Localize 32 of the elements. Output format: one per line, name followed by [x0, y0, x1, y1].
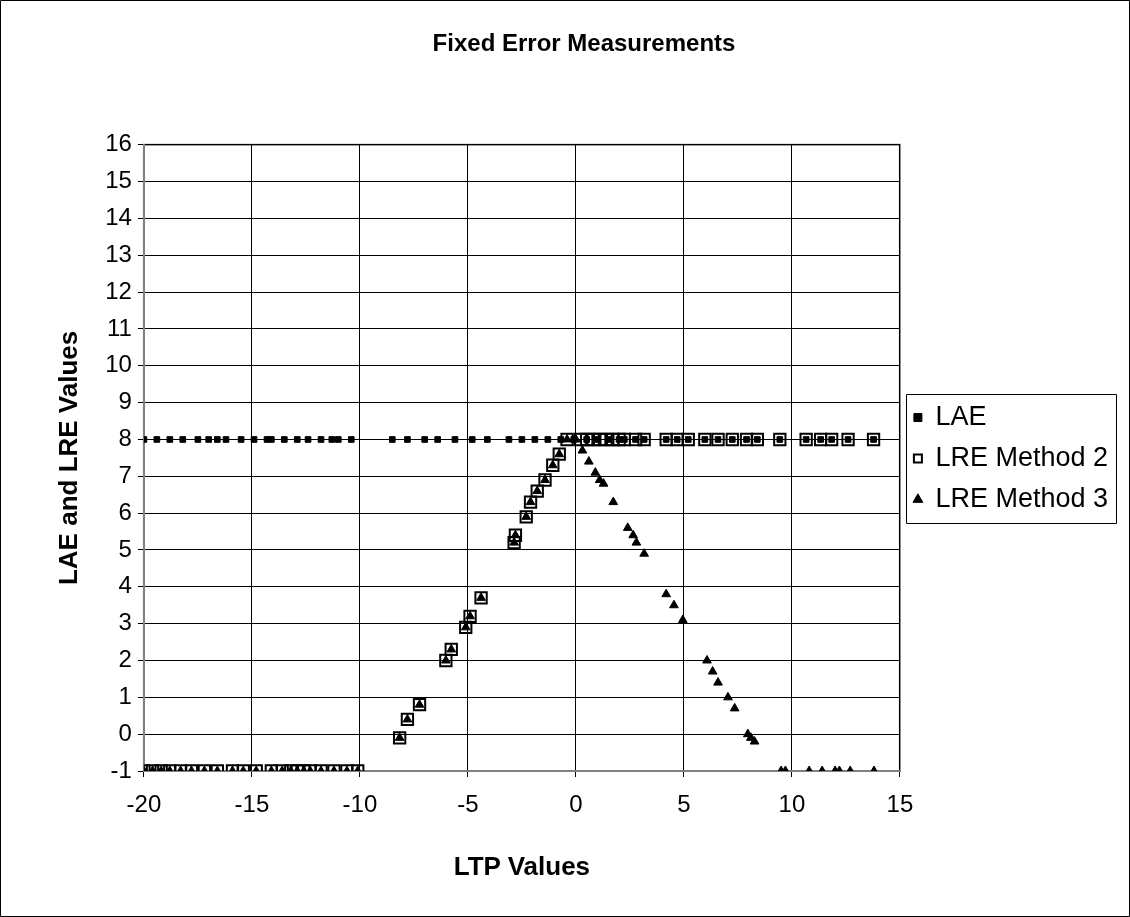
y-tick-label: 15	[105, 166, 132, 194]
y-tick-label: 7	[118, 460, 132, 488]
y-axis-title: LAE and LRE Values	[52, 330, 83, 586]
x-tick-label: -10	[342, 790, 378, 818]
y-tick-label: -1	[110, 755, 132, 783]
y-tick-label: 12	[105, 276, 132, 304]
y-tick-label: 10	[105, 350, 132, 378]
y-tick-label: 9	[118, 387, 132, 415]
legend-label: LRE Method 2	[935, 441, 1109, 472]
y-tick-label: 11	[106, 313, 132, 341]
y-tick-label: 16	[105, 129, 132, 157]
y-tick-label: 1	[118, 681, 132, 709]
x-tick-label: 0	[569, 790, 583, 818]
x-tick-label: -20	[126, 790, 162, 818]
y-tick-label: 0	[118, 718, 132, 746]
y-tick-label: 5	[118, 534, 132, 562]
y-tick-label: 8	[118, 424, 132, 452]
x-tick-label: 10	[778, 790, 806, 818]
x-tick-label: 5	[677, 790, 691, 818]
y-tick-label: 4	[118, 571, 132, 599]
x-tick-label: -15	[234, 790, 270, 818]
y-tick-label: 6	[118, 497, 132, 525]
legend-label: LAE	[935, 400, 987, 431]
y-tick-label: 14	[105, 203, 132, 231]
x-tick-label: -5	[457, 790, 479, 818]
y-tick-label: 13	[105, 239, 132, 267]
y-tick-label: 3	[118, 608, 132, 636]
x-tick-label: 15	[886, 790, 914, 818]
legend-label: LRE Method 3	[935, 482, 1109, 513]
y-tick-label: 2	[118, 645, 132, 673]
x-axis-title: LTP Values	[453, 850, 591, 881]
chart-title: Fixed Error Measurements	[432, 29, 736, 57]
